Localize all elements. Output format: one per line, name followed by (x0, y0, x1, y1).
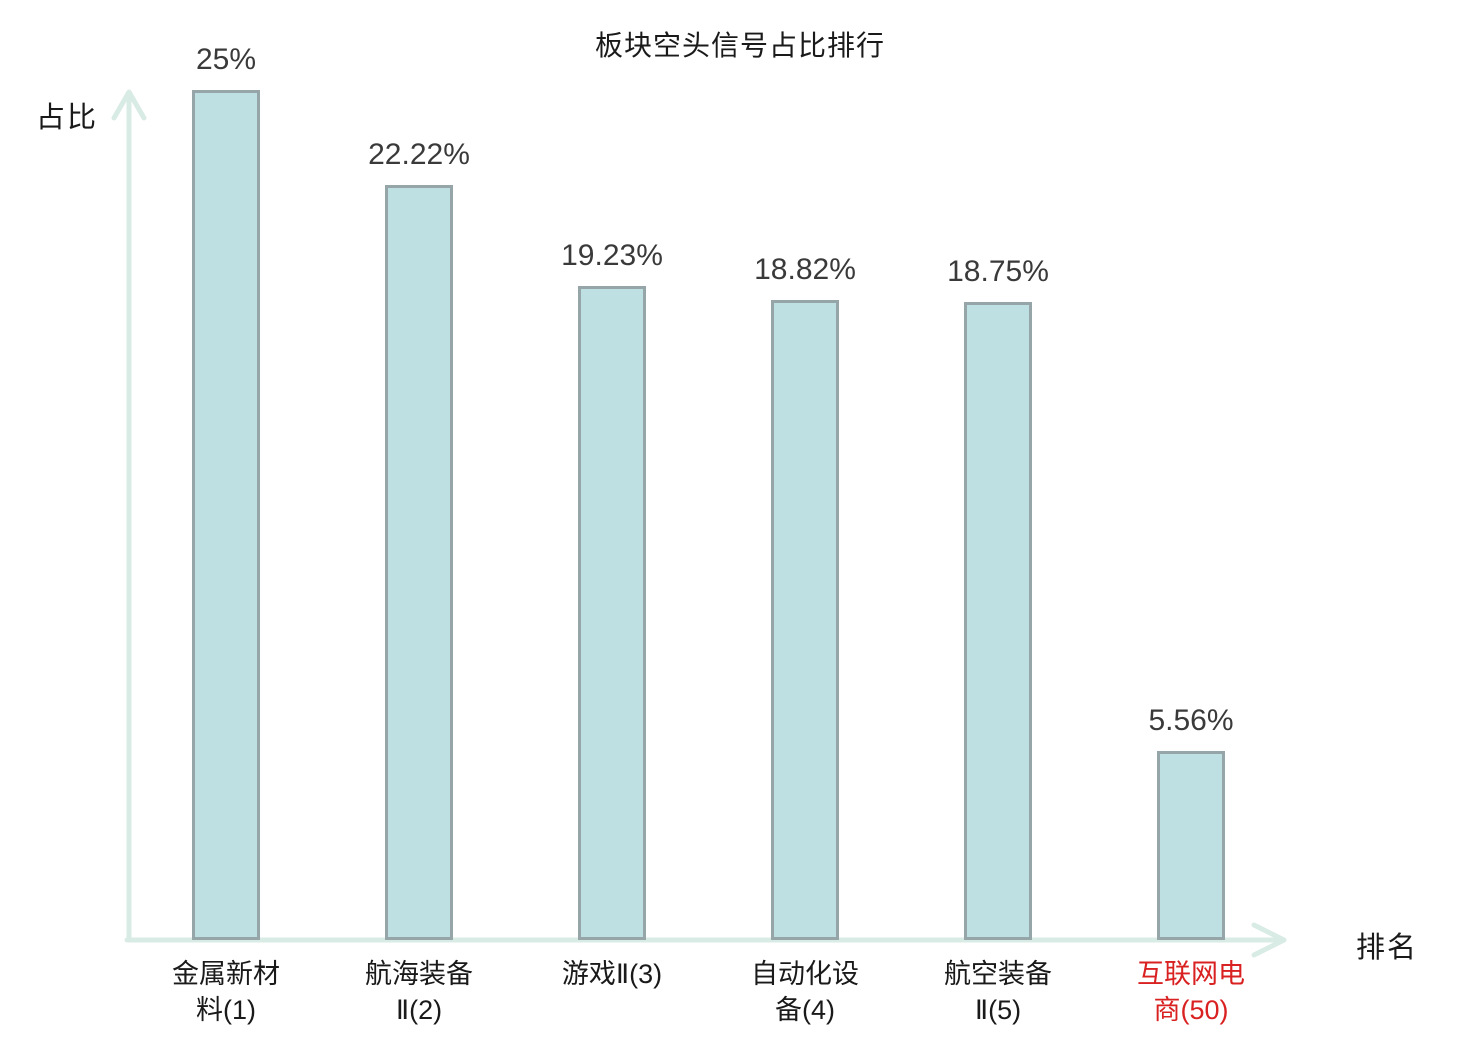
bar-value-label: 18.82% (754, 253, 856, 286)
x-axis-arrowhead (1251, 922, 1287, 958)
x-tick-label: 自动化设 备(4) (751, 959, 859, 1025)
bar-value-label: 22.22% (368, 138, 470, 171)
bar-group: 22.22% 航海装备 Ⅱ(2) (324, 0, 514, 1040)
x-tick-label: 游戏Ⅱ(3) (561, 959, 663, 989)
bar-group: 18.75% 航空装备 Ⅱ(5) (903, 0, 1093, 1040)
x-tick-label: 航空装备 Ⅱ(5) (944, 959, 1052, 1025)
bar (1157, 751, 1225, 940)
x-tick-label: 互联网电 商(50) (1137, 959, 1245, 1025)
x-tick-label: 航海装备 Ⅱ(2) (365, 959, 473, 1025)
bar (771, 300, 839, 940)
y-axis-label: 占比 (36, 102, 99, 134)
bar (578, 286, 646, 940)
bar-value-label: 5.56% (1148, 704, 1234, 737)
bar-value-label: 19.23% (561, 239, 663, 272)
bar (192, 90, 260, 940)
bar (964, 302, 1032, 940)
bar-group: 19.23% 游戏Ⅱ(3) (517, 0, 707, 1040)
bar-value-label: 18.75% (947, 255, 1049, 288)
x-axis-label: 排名 (1356, 932, 1419, 964)
y-axis-arrowhead (111, 89, 147, 121)
bar-group: 5.56% 互联网电 商(50) (1096, 0, 1286, 1040)
bar-value-label: 25% (195, 43, 257, 76)
bar-group: 18.82% 自动化设 备(4) (710, 0, 900, 1040)
chart-title: 板块空头信号占比排行 (594, 30, 885, 61)
bar (385, 185, 453, 940)
bar-group: 25% 金属新材 料(1) (131, 0, 321, 1040)
x-tick-label: 金属新材 料(1) (172, 959, 280, 1025)
